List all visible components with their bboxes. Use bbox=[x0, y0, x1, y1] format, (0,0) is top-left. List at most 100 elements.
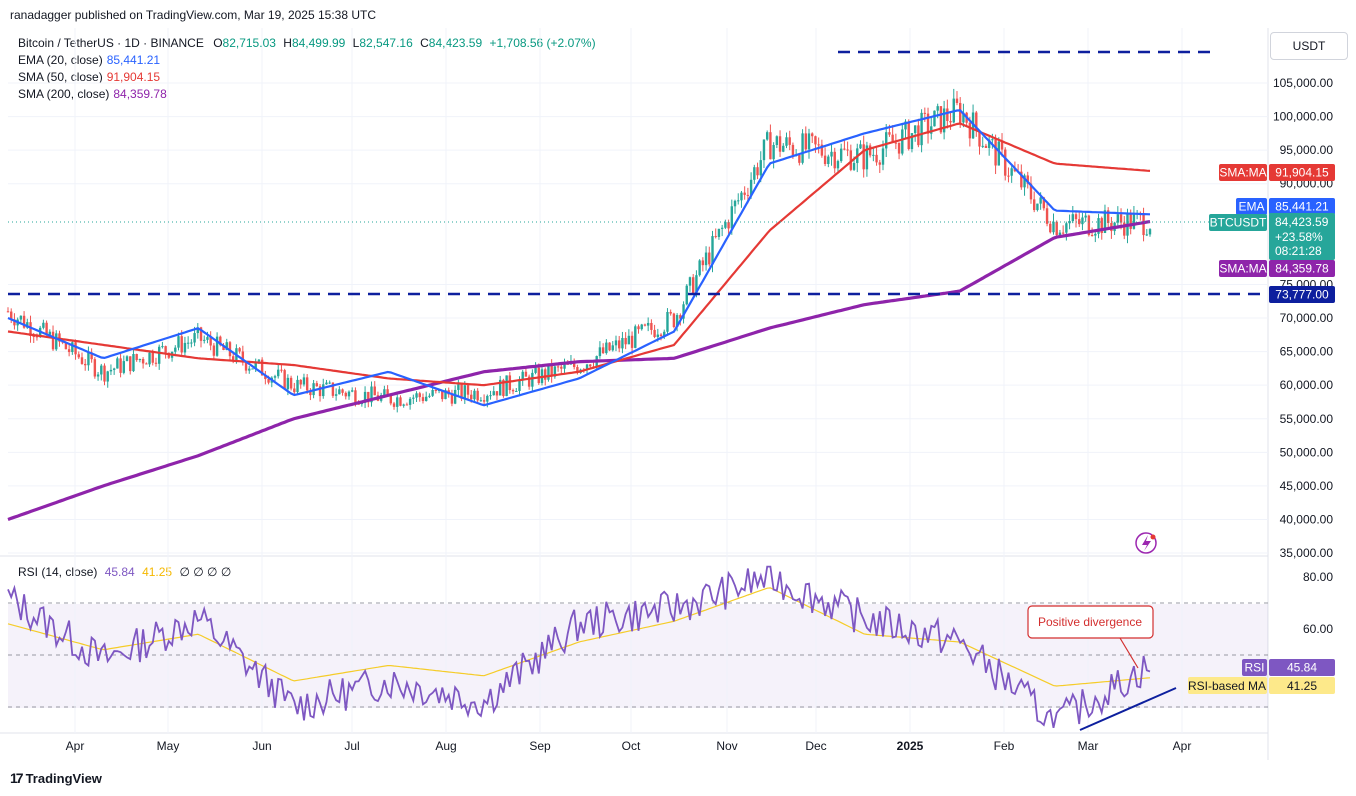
candle-body bbox=[421, 397, 425, 401]
candle-body bbox=[109, 369, 113, 372]
candle-body bbox=[1074, 214, 1078, 220]
candle-body bbox=[585, 364, 589, 370]
candle-body bbox=[412, 397, 415, 399]
rsi-ma-tag-name-bg bbox=[1188, 677, 1267, 694]
month-label: Jun bbox=[252, 739, 271, 753]
candle-body bbox=[19, 315, 23, 320]
price-tag-countdown: 08:21:28 bbox=[1275, 244, 1322, 258]
sma200-value: 84,359.78 bbox=[113, 87, 167, 101]
candle-body bbox=[399, 397, 402, 406]
candle-body bbox=[1065, 223, 1068, 233]
candle-body bbox=[225, 342, 228, 351]
ema20-row[interactable]: EMA (20, close) 85,441.21 bbox=[18, 52, 596, 69]
candle-body bbox=[885, 132, 888, 149]
sma50-row[interactable]: SMA (50, close) 91,904.15 bbox=[18, 69, 596, 86]
rsi-tag-name-bg bbox=[1242, 659, 1267, 676]
footer-brand-name: TradingView bbox=[25, 770, 102, 786]
candle-body bbox=[508, 375, 512, 391]
candle-body bbox=[248, 368, 251, 371]
candle-body bbox=[968, 122, 972, 139]
sma50-value: 91,904.15 bbox=[106, 70, 161, 84]
price-tag-name: BTCUSDT bbox=[1210, 216, 1267, 230]
candle-body bbox=[823, 155, 827, 164]
candle-body bbox=[930, 126, 933, 134]
candle-body bbox=[251, 368, 254, 370]
candle-body bbox=[93, 359, 97, 377]
candle-body bbox=[1007, 175, 1010, 177]
candle-body bbox=[389, 394, 393, 404]
candle-body bbox=[524, 371, 528, 377]
ema20-value: 85,441.21 bbox=[106, 53, 161, 67]
footer-brand[interactable]: 17 TradingView bbox=[10, 770, 102, 786]
publisher-line: ranadagger published on TradingView.com,… bbox=[10, 8, 377, 22]
candle-body bbox=[351, 390, 354, 392]
candle-body bbox=[231, 356, 235, 362]
sma50-line[interactable] bbox=[7, 122, 1151, 387]
candle-body bbox=[572, 361, 576, 368]
candle-body bbox=[672, 313, 676, 328]
candle-body bbox=[627, 335, 631, 345]
rsi-line[interactable] bbox=[7, 565, 1151, 728]
candle-body bbox=[219, 336, 222, 346]
candle-body bbox=[96, 374, 100, 377]
candle-body bbox=[843, 148, 846, 150]
sma200-row[interactable]: SMA (200, close) 84,359.78 bbox=[18, 86, 596, 103]
candle-body bbox=[1023, 175, 1026, 188]
candle-body bbox=[405, 404, 409, 406]
candle-body bbox=[125, 356, 129, 362]
sma200-line[interactable] bbox=[7, 220, 1151, 521]
candle-body bbox=[515, 390, 518, 392]
divergence-annotation[interactable]: Positive divergence bbox=[1027, 605, 1154, 669]
candle-body bbox=[254, 361, 257, 369]
candle-body bbox=[717, 228, 721, 237]
candle-body bbox=[1148, 229, 1152, 235]
candle-body bbox=[1100, 218, 1103, 234]
ema-tag-name: EMA bbox=[1238, 200, 1264, 214]
lightning-icon[interactable] bbox=[1135, 532, 1157, 554]
candle-body bbox=[959, 102, 962, 123]
ohlc-open: 82,715.03 bbox=[222, 36, 276, 50]
candle-body bbox=[984, 145, 988, 148]
month-label: Feb bbox=[994, 739, 1015, 753]
candle-body bbox=[325, 382, 328, 385]
candle-body bbox=[949, 120, 952, 123]
candle-body bbox=[302, 377, 306, 385]
symbol-row: Bitcoin / TetherUS · 1D · BINANCE O82,71… bbox=[18, 35, 596, 52]
ema20-line[interactable] bbox=[7, 109, 1151, 407]
candle-body bbox=[1090, 234, 1094, 236]
candle-body bbox=[164, 346, 167, 353]
candle-body bbox=[942, 108, 946, 133]
currency-unit-button[interactable]: USDT bbox=[1270, 32, 1348, 60]
candle-body bbox=[836, 161, 840, 169]
candle-body bbox=[161, 346, 164, 348]
candle-body bbox=[428, 395, 431, 397]
price-tag-bg bbox=[1269, 213, 1335, 260]
candle-body bbox=[267, 379, 270, 383]
candle-body bbox=[338, 389, 341, 395]
price-tick-label: 55,000.00 bbox=[1280, 412, 1334, 426]
candle-body bbox=[865, 145, 869, 170]
candle-body bbox=[653, 329, 656, 338]
candle-body bbox=[476, 390, 479, 401]
candle-body bbox=[392, 403, 396, 407]
candle-body bbox=[135, 353, 138, 361]
price-tick-label: 100,000.00 bbox=[1273, 110, 1333, 124]
candle-body bbox=[370, 386, 373, 403]
price-tick-label: 50,000.00 bbox=[1280, 445, 1334, 459]
candle-body bbox=[692, 277, 695, 294]
candle-body bbox=[675, 315, 679, 328]
candle-body bbox=[199, 327, 203, 341]
candle-body bbox=[907, 121, 910, 150]
candle-body bbox=[322, 384, 325, 397]
rsi-tick-label: 60.00 bbox=[1303, 622, 1333, 636]
annotation-box bbox=[1027, 605, 1154, 639]
rsi-legend[interactable]: RSI (14, close) 45.84 41.25 ∅ ∅ ∅ ∅ bbox=[18, 565, 231, 579]
candle-body bbox=[6, 311, 10, 313]
candle-body bbox=[1097, 218, 1100, 234]
divergence-line[interactable] bbox=[1079, 687, 1177, 731]
candle-body bbox=[132, 353, 135, 372]
candle-body bbox=[849, 150, 853, 170]
candle-body bbox=[878, 162, 881, 165]
candle-body bbox=[1010, 168, 1013, 176]
